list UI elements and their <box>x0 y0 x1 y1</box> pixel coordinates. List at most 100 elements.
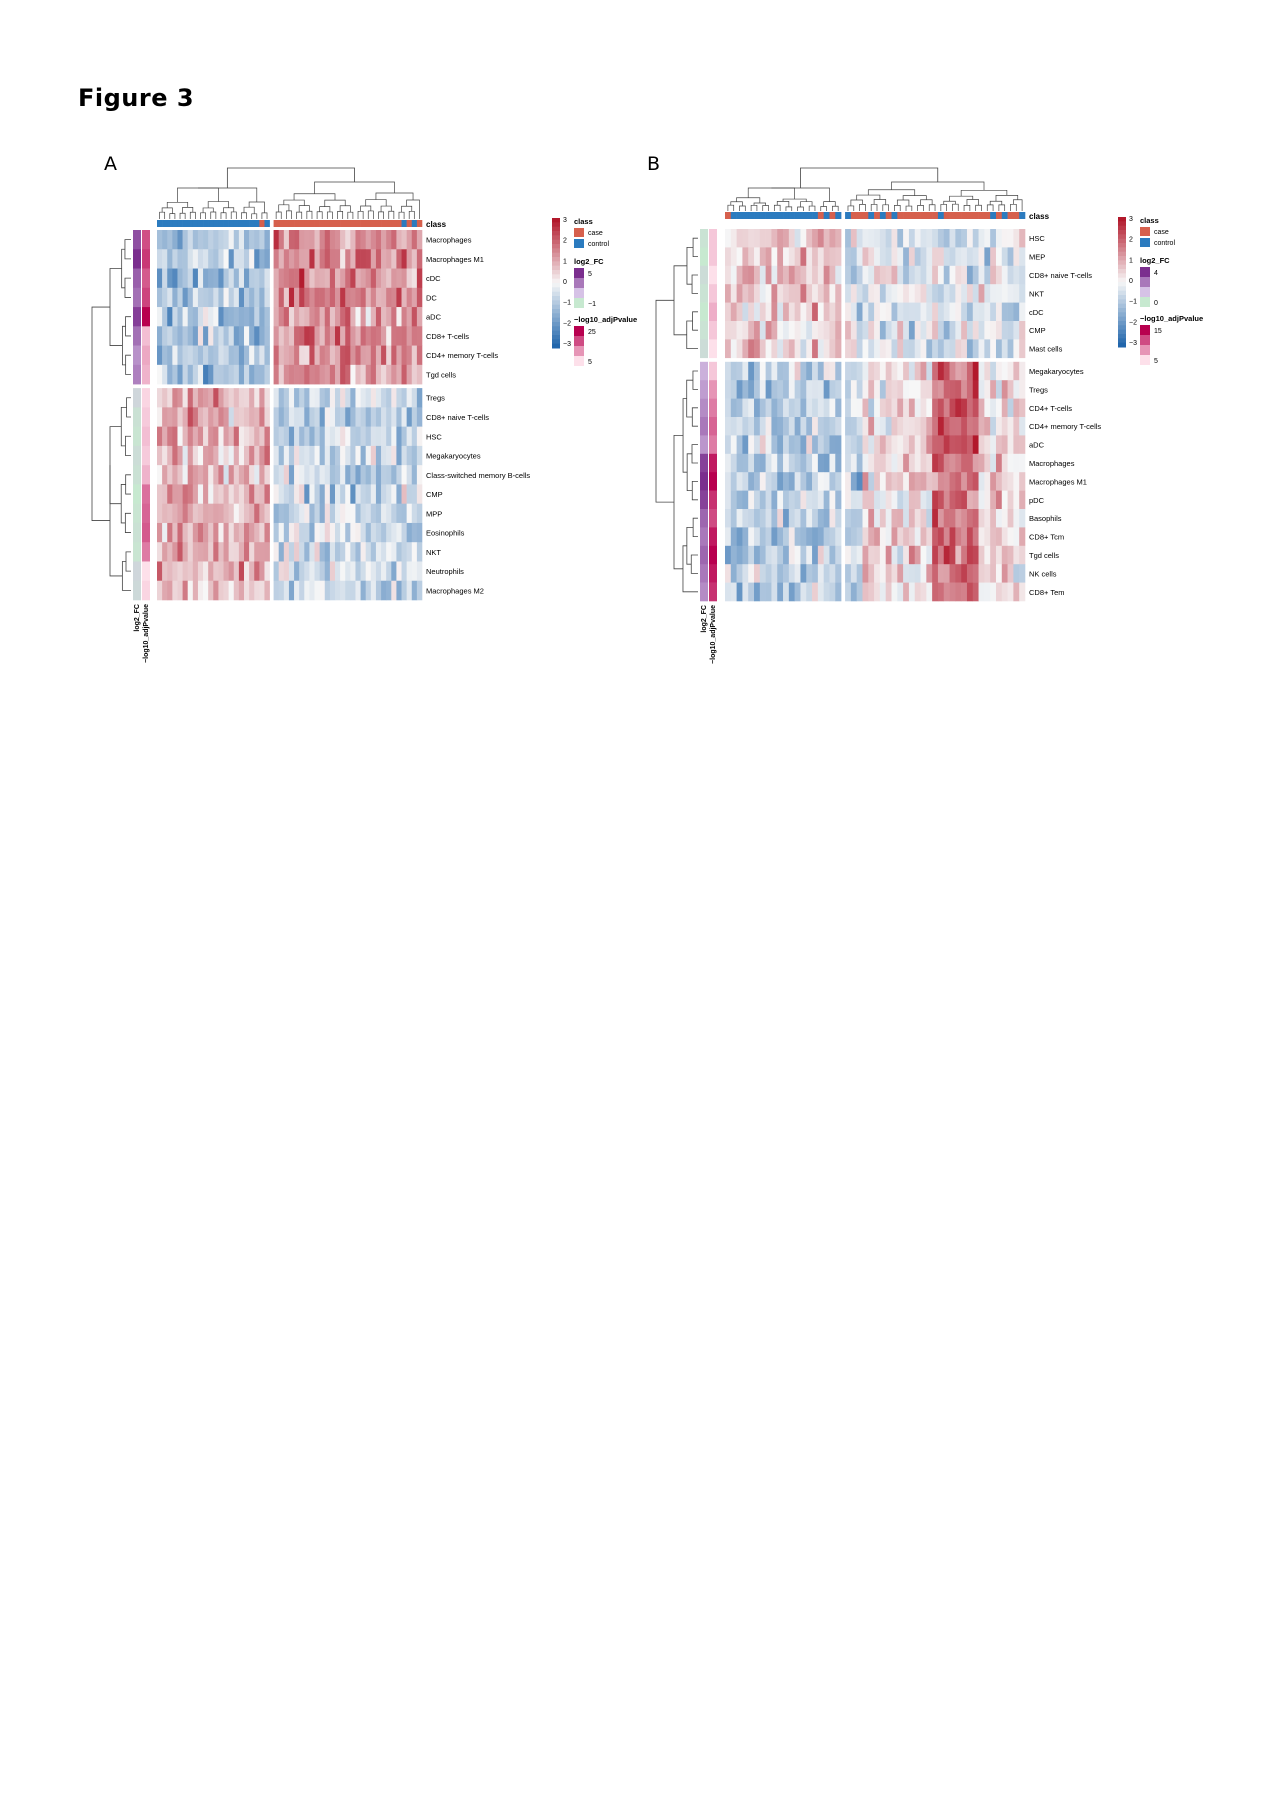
log2fc-cell <box>700 380 708 399</box>
heatmap-cell <box>966 321 974 340</box>
heatmap-cell <box>197 345 204 366</box>
heatmap-cell <box>162 542 168 562</box>
heatmap-cell <box>978 472 985 491</box>
heatmap-cell <box>736 302 743 322</box>
heatmap-cell <box>411 326 418 346</box>
log2fc-cell <box>700 265 708 285</box>
heatmap-cell <box>218 364 224 385</box>
pvalue-cell <box>142 445 150 466</box>
heatmap-cell <box>966 435 974 455</box>
heatmap-cell <box>396 364 402 385</box>
heatmap-cell <box>754 302 761 322</box>
heatmap-cell <box>920 564 927 583</box>
heatmap-cell <box>365 326 372 346</box>
heatmap-cell <box>162 307 168 327</box>
log2fc-cell <box>700 284 708 303</box>
heatmap-cell <box>386 230 392 250</box>
heatmap-cell <box>335 287 341 308</box>
pvalue-cell <box>709 582 717 602</box>
heatmap-cell <box>754 582 761 602</box>
heatmap-cell <box>850 472 857 491</box>
heatmap-cell <box>187 580 194 601</box>
legend-fc-swatch <box>1140 277 1150 287</box>
row-dendrogram-bottom <box>125 435 131 456</box>
row-label: Macrophages M2 <box>426 586 484 595</box>
heatmap-cell <box>920 490 927 510</box>
heatmap-cell <box>897 229 904 248</box>
heatmap-cell <box>345 287 351 308</box>
heatmap-cell <box>943 490 950 510</box>
heatmap-cell <box>278 445 285 466</box>
heatmap-cell <box>355 484 361 504</box>
heatmap-cell <box>835 490 842 510</box>
row-dendrogram-top <box>125 354 131 375</box>
heatmap-cell <box>345 249 351 269</box>
heatmap-cell <box>765 527 772 547</box>
heatmap-cell <box>283 484 290 504</box>
column-dendrogram-right <box>902 195 927 200</box>
heatmap-cell <box>961 472 968 491</box>
heatmap-cell <box>381 345 387 366</box>
heatmap-cell <box>937 582 945 602</box>
heatmap-cell <box>742 361 749 381</box>
heatmap-cell <box>192 268 199 289</box>
heatmap-cell <box>856 545 863 565</box>
heatmap-cell <box>375 465 382 485</box>
heatmap-cell <box>283 503 290 524</box>
heatmap-cell <box>788 509 795 528</box>
log2fc-cell <box>700 339 708 359</box>
heatmap-cell <box>868 490 875 510</box>
heatmap-cell <box>233 230 240 250</box>
heatmap-cell <box>264 465 270 485</box>
heatmap-cell <box>730 509 737 528</box>
column-dendrogram-left <box>747 187 795 200</box>
heatmap-cell <box>288 326 295 346</box>
heatmap-cell <box>223 388 229 408</box>
log2fc-cell <box>700 490 708 510</box>
scale-tick-label: 0 <box>1129 278 1133 285</box>
heatmap-cell <box>391 561 397 582</box>
heatmap-cell <box>360 426 367 447</box>
heatmap-cell <box>162 561 168 582</box>
heatmap-cell <box>932 527 939 547</box>
heatmap-cell <box>213 364 219 385</box>
heatmap-cell <box>259 287 265 308</box>
heatmap-cell <box>172 561 178 582</box>
pvalue-cell <box>709 361 717 381</box>
heatmap-cell <box>978 247 985 267</box>
heatmap-cell <box>908 229 916 248</box>
heatmap-cell <box>1007 247 1014 267</box>
heatmap-cell <box>391 230 397 250</box>
heatmap-cell <box>759 247 766 267</box>
column-dendrogram-right <box>367 210 374 219</box>
heatmap-cell <box>783 302 790 322</box>
heatmap-cell <box>800 398 807 418</box>
heatmap-cell <box>862 509 869 528</box>
heatmap-cell <box>742 472 749 491</box>
heatmap-cell <box>937 339 945 359</box>
scale-tick-label: −2 <box>563 320 571 327</box>
heatmap-cell <box>329 287 336 308</box>
heatmap-cell <box>197 445 204 466</box>
heatmap-cell <box>845 453 852 473</box>
heatmap-cell <box>966 417 974 436</box>
heatmap-cell <box>937 564 945 583</box>
heatmap-cell <box>157 542 163 562</box>
heatmap-cell <box>806 582 813 602</box>
class-bar-cell <box>891 212 898 219</box>
heatmap-cell <box>725 361 732 381</box>
heatmap-cell <box>167 484 173 504</box>
heatmap-cell <box>788 247 795 267</box>
heatmap-cell <box>324 268 331 289</box>
heatmap-cell <box>355 580 361 601</box>
heatmap-cell <box>862 417 869 436</box>
heatmap-cell <box>990 417 997 436</box>
class-bar-cell <box>736 212 743 219</box>
column-dendrogram-left <box>230 211 237 219</box>
heatmap-cell <box>897 490 904 510</box>
heatmap-cell <box>972 582 979 602</box>
heatmap-cell <box>365 364 372 385</box>
heatmap-cell <box>335 542 341 562</box>
class-bar-cell <box>345 220 351 227</box>
heatmap-cell <box>203 561 209 582</box>
